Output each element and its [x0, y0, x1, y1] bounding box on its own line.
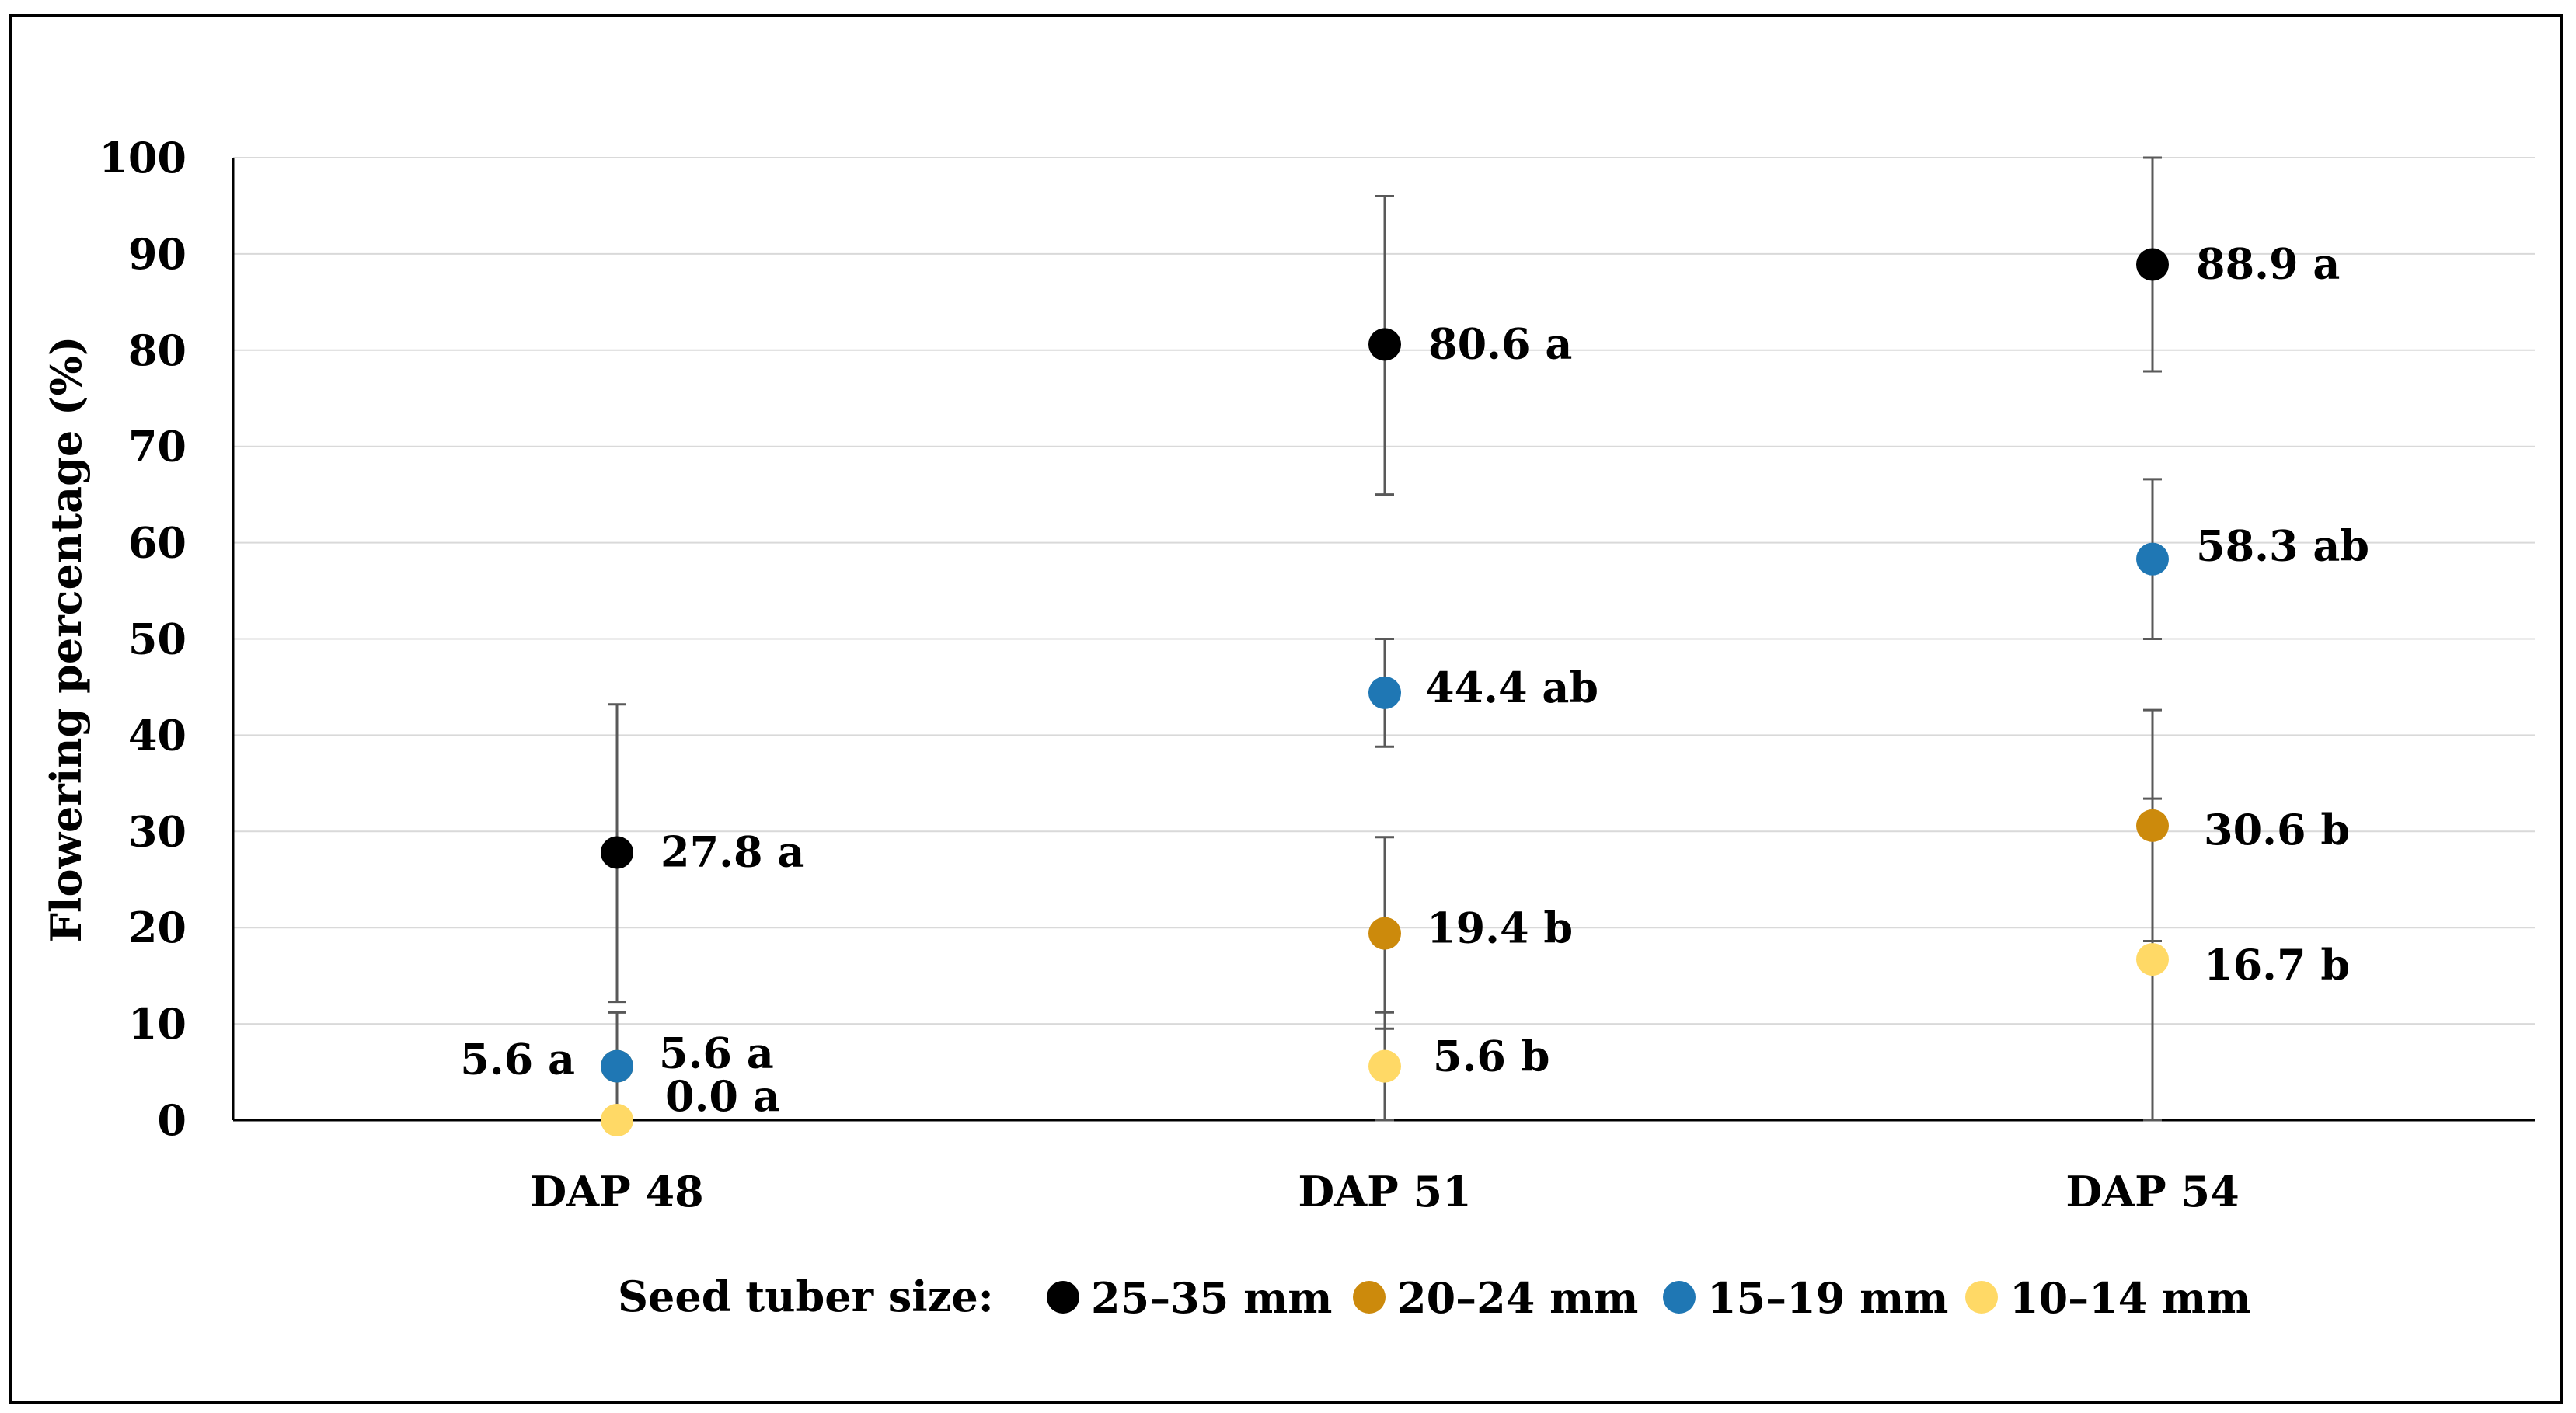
figure-frame	[9, 14, 2563, 1404]
y-tick-label: 50	[128, 614, 186, 664]
x-tick-label: DAP 51	[1298, 1167, 1471, 1216]
data-label: 0.0 a	[665, 1071, 780, 1121]
y-tick-label: 20	[128, 903, 186, 952]
x-tick-label: DAP 54	[2065, 1167, 2239, 1216]
data-point	[2136, 542, 2169, 576]
legend-marker	[1353, 1281, 1386, 1314]
y-tick-label: 80	[128, 325, 186, 375]
legend-marker	[1047, 1281, 1079, 1314]
y-tick-label: 100	[99, 133, 186, 183]
legend-title: Seed tuber size:	[618, 1272, 994, 1321]
legend: Seed tuber size: 25–35 mm 20–24 mm 15–19 m…	[618, 1272, 2250, 1323]
legend-label: 25–35 mm	[1091, 1273, 1332, 1323]
x-tick-labels: DAP 48 DAP 51 DAP 54	[530, 1167, 2239, 1216]
data-point	[601, 1104, 633, 1136]
y-tick-label: 30	[128, 806, 186, 856]
y-tick-label: 0	[157, 1095, 186, 1145]
y-tick-label: 90	[128, 229, 186, 279]
data-labels: 27.8 a 80.6 a 88.9 a 5.6 a 19.4 b 30.6 b 5.6 a…	[460, 239, 2369, 1121]
legend-label: 15–19 mm	[1707, 1273, 1948, 1323]
data-point	[1368, 328, 1401, 361]
data-label: 44.4 ab	[1425, 663, 1598, 712]
y-tick-label: 40	[128, 710, 186, 760]
y-tick-label: 70	[128, 422, 186, 472]
data-points	[601, 248, 2169, 1136]
data-label: 5.6 b	[1433, 1032, 1550, 1081]
data-point	[1368, 1049, 1401, 1083]
data-label: 30.6 b	[2204, 805, 2350, 854]
y-tick-label: 60	[128, 518, 186, 568]
y-tick-labels: 0 10 20 30 40 50 60 70 80 90 100	[99, 133, 186, 1145]
y-tick-label: 10	[128, 999, 186, 1049]
legend-label: 20–24 mm	[1397, 1273, 1638, 1323]
legend-marker	[1663, 1281, 1696, 1314]
legend-marker	[1965, 1281, 1998, 1314]
data-label: 19.4 b	[1427, 903, 1573, 953]
data-point	[2136, 809, 2169, 842]
data-label: 16.7 b	[2204, 940, 2350, 990]
data-point	[601, 1049, 633, 1083]
data-point	[1368, 917, 1401, 950]
data-point	[601, 836, 633, 869]
data-point	[2136, 248, 2169, 281]
data-label: 80.6 a	[1428, 318, 1572, 368]
data-point	[1368, 676, 1401, 709]
data-label: 27.8 a	[661, 827, 804, 877]
data-label: 88.9 a	[2196, 239, 2340, 289]
x-tick-label: DAP 48	[530, 1167, 703, 1216]
y-axis-label: Flowering percentage (%)	[41, 336, 91, 943]
legend-label: 10–14 mm	[2010, 1273, 2250, 1323]
data-label: 5.6 a	[659, 1028, 774, 1078]
data-label: 5.6 a	[460, 1035, 575, 1084]
data-label: 58.3 ab	[2196, 521, 2369, 571]
data-point	[2136, 943, 2169, 976]
